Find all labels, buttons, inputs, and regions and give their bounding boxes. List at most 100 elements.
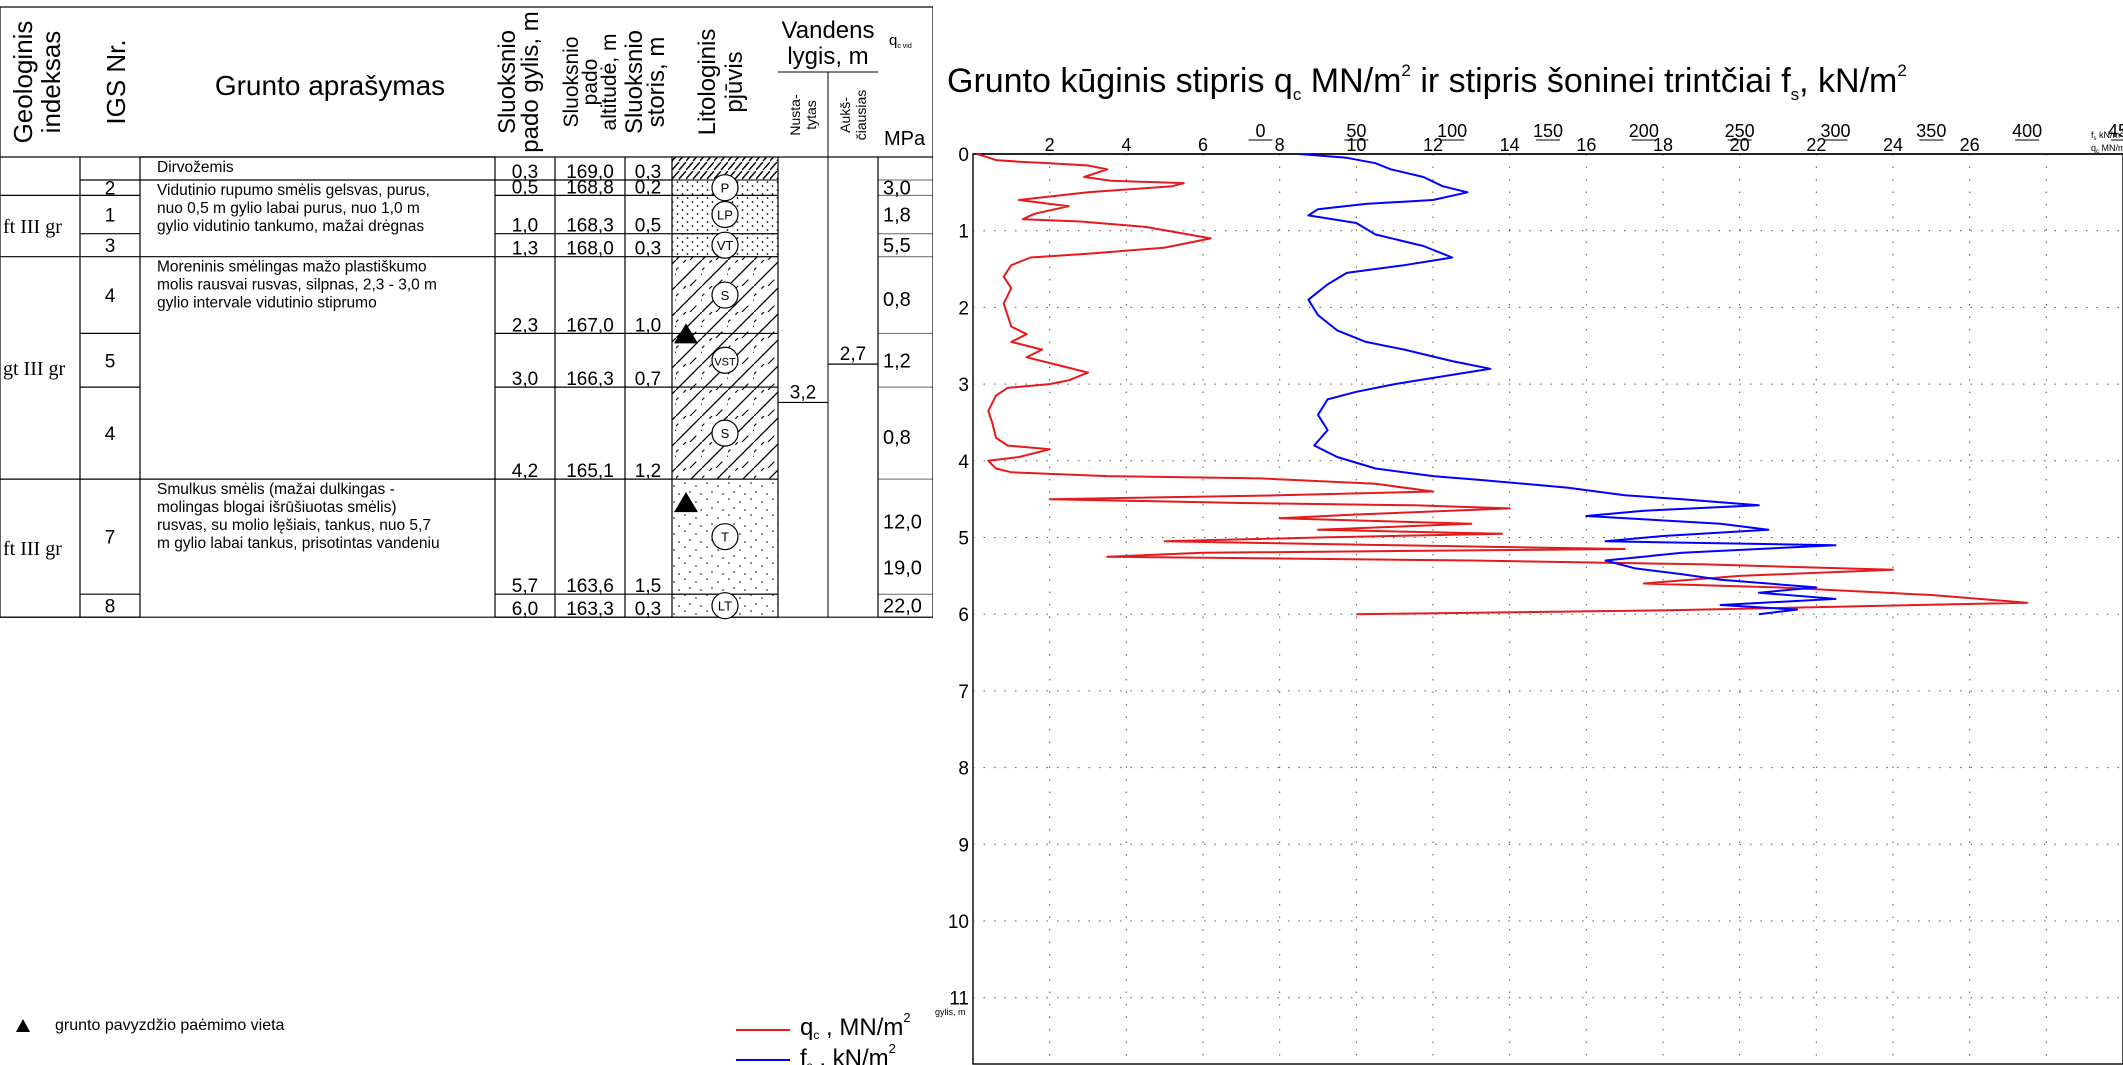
qc-tick-label: 2 <box>1045 135 1055 155</box>
igs-number: 7 <box>105 528 116 549</box>
layer-thickness: 0,3 <box>635 599 661 620</box>
igs-number: 1 <box>105 206 116 227</box>
depth-tick-label: 2 <box>958 298 969 319</box>
fs-tick-label: 150 <box>1533 121 1563 141</box>
header-depth-2: pado gylis, m <box>517 11 544 152</box>
layer-thickness: 1,0 <box>635 315 661 336</box>
qc-tick-label: 14 <box>1500 135 1520 155</box>
layer-depth: 1,0 <box>512 216 538 237</box>
water-level-set: 3,2 <box>790 382 816 403</box>
log-body: ft III gr gt III gr ft III gr 2 1 3 4 5 4 7 8 Dirvo… <box>0 156 933 620</box>
description-line: m gylio labai tankus, prisotintas vanden… <box>157 535 440 552</box>
legend-fs-text: fs , kN/m2 <box>800 1041 896 1065</box>
header-thickness-2: storis, m <box>643 37 670 128</box>
igs-number: 4 <box>105 424 116 445</box>
igs-number: 5 <box>105 351 116 372</box>
header-litho-2: pjūvis <box>721 51 748 112</box>
header-water-set-2: tytas <box>803 100 819 130</box>
litho-label: LP <box>717 208 733 223</box>
header-water-set-1: Nusta- <box>787 94 803 136</box>
geo-index-label: ft III gr <box>3 538 62 560</box>
chart-ticks: 2 4 6 8 10 12 14 16 18 20 22 24 260 50 100 150 200 250 300… <box>948 121 2123 1010</box>
layer-thickness: 0,5 <box>635 216 661 237</box>
litho-label-circle <box>711 281 739 309</box>
layer-thickness: 0,3 <box>635 239 661 260</box>
qc-tick-label: 24 <box>1883 135 1903 155</box>
igs-number: 2 <box>105 179 116 200</box>
legend-sample-text: grunto pavyzdžio paėmimo vieta <box>55 1017 285 1034</box>
litho-label-circle <box>711 346 739 374</box>
qc-tick-label: 22 <box>1806 135 1826 155</box>
description-line: molingas blogai išrūšiuotas smėlis) <box>157 499 397 516</box>
description-line: Moreninis smėlingas mažo plastiškumo <box>157 259 427 276</box>
depth-tick-label: 3 <box>958 375 969 396</box>
fs-series-line <box>1298 153 1837 616</box>
layer-depth: 0,3 <box>512 162 538 183</box>
description-line: rusvas, su molio lęšiais, tankus, nuo 5,… <box>157 517 431 534</box>
layer-thickness: 1,2 <box>635 461 661 482</box>
qc-axis-label: qc MN/m <box>2091 143 2123 155</box>
sample-triangle-icon <box>674 323 698 344</box>
qc-tick-label: 18 <box>1653 135 1673 155</box>
litho-label-circle <box>711 231 739 259</box>
layer-depth: 3,0 <box>512 369 538 390</box>
layer-depth: 6,0 <box>512 599 538 620</box>
depth-tick-label: 8 <box>958 759 969 780</box>
litho-label-circle <box>711 419 739 447</box>
header-water-1: Vandens <box>782 17 875 44</box>
qc-value: 0,8 <box>883 427 911 449</box>
legend-qc-text: qc , MN/m2 <box>800 1010 911 1042</box>
depth-tick-label: 1 <box>958 222 969 243</box>
layer-thickness: 0,7 <box>635 369 661 390</box>
depth-tick-label: 11 <box>949 989 969 1010</box>
qc-tick-label: 16 <box>1576 135 1596 155</box>
sample-triangle-icon <box>674 492 698 513</box>
header-altitude-3: altitudė, m <box>598 34 621 131</box>
header-geo-index-2: indeksas <box>36 31 66 134</box>
fs-tick-label: 300 <box>1820 121 1850 141</box>
qc-tick-label: 4 <box>1121 135 1131 155</box>
depth-tick-label: 0 <box>958 145 969 166</box>
header-altitude-1: Sluoksnio <box>560 36 583 127</box>
litho-label: VT <box>717 238 734 253</box>
depth-tick-label: 9 <box>958 835 969 856</box>
litho-label-circle <box>711 200 739 229</box>
layer-altitude: 169,0 <box>566 162 614 183</box>
header-litho-1: Litologinis <box>694 29 721 136</box>
layer-altitude: 168,8 <box>566 177 614 198</box>
description-line: molis rausvai rusvas, silpnas, 2,3 - 3,0… <box>157 277 437 294</box>
qc-value: 1,8 <box>883 205 911 227</box>
fs-tick-label: 450 <box>2108 121 2123 141</box>
qc-value: 5,5 <box>883 235 911 257</box>
geo-index-label: ft III gr <box>3 216 62 238</box>
fs-tick-label: 350 <box>1916 121 1946 141</box>
description-line: gylio vidutinio tankumo, mažai drėgnas <box>157 218 424 235</box>
litho-label: S <box>721 426 730 441</box>
header-igs-nr: IGS Nr. <box>101 39 131 124</box>
description-line: Smulkus smėlis (mažai dulkingas - <box>157 481 395 498</box>
litho-label-circle <box>711 523 739 551</box>
layer-altitude: 165,1 <box>566 461 614 482</box>
igs-number: 3 <box>105 236 116 257</box>
litho-label-circle <box>711 592 739 620</box>
qc-value: 19,0 <box>883 557 922 579</box>
layer-depth: 2,3 <box>512 315 538 336</box>
depth-tick-label: 6 <box>958 605 969 626</box>
fs-tick-label: 200 <box>1629 121 1659 141</box>
igs-number: 8 <box>105 597 116 618</box>
qc-series-line <box>976 153 2029 616</box>
header-depth-1: Sluoksnio <box>494 30 521 134</box>
layer-depth: 0,5 <box>512 177 538 198</box>
qc-tick-label: 26 <box>1960 135 1980 155</box>
fs-tick-label: 400 <box>2012 121 2042 141</box>
fs-tick-label: 250 <box>1725 121 1755 141</box>
qc-value: 3,0 <box>883 178 911 200</box>
description-line: nuo 0,5 m gylio labai purus, nuo 1,0 m <box>157 200 420 217</box>
borehole-log: Geologinis indeksas IGS Nr. Grunto apraš… <box>0 6 933 1065</box>
description-line: Dirvožemis <box>157 159 234 176</box>
header-water-high-1: Aukš- <box>837 97 853 133</box>
fs-tick-label: 0 <box>1255 121 1265 141</box>
depth-tick-label: 7 <box>958 682 969 703</box>
litho-label: T <box>721 530 729 545</box>
layer-altitude: 166,3 <box>566 369 614 390</box>
